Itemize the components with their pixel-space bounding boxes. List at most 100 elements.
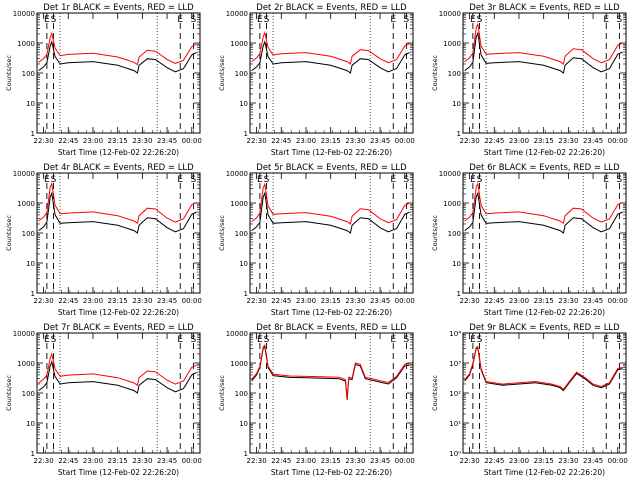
detector-panel: Det 2r BLACK = Events, RED = LLD Counts/s… [218, 3, 415, 157]
x-tick-label: 23:45 [157, 297, 177, 305]
x-tick-label: 00:00 [182, 137, 202, 145]
marker-label: S [264, 335, 270, 345]
panel-title: Det 3r BLACK = Events, RED = LLD [469, 3, 620, 13]
y-tick-label: 10000 [226, 170, 248, 178]
plot-frame [249, 12, 414, 134]
marker-label: S [477, 15, 483, 25]
x-tick-label: 23:30 [132, 457, 152, 465]
series-line [251, 191, 410, 234]
y-tick-label: 100 [448, 230, 461, 238]
x-tick-label: 22:30 [246, 137, 266, 145]
marker-label: E [44, 335, 50, 345]
marker-label: E [257, 335, 263, 345]
x-tick-label: 22:45 [484, 297, 504, 305]
y-tick-label: 10000 [226, 10, 248, 18]
series-line [38, 352, 197, 387]
marker-label: E [177, 335, 183, 345]
marker-label: S [191, 15, 197, 25]
plot-frame [249, 332, 414, 454]
marker-label: E [603, 175, 609, 185]
y-tick-label: 100 [22, 390, 35, 398]
marker-label: E [177, 175, 183, 185]
plot-frame [36, 12, 201, 134]
y-tick-label: 1 [244, 450, 248, 458]
x-axis-label: Start Time (12-Feb-02 22:26:20) [271, 308, 392, 317]
x-tick-label: 22:30 [246, 297, 266, 305]
marker-label: E [390, 175, 396, 185]
y-tick-label: 1000 [443, 40, 461, 48]
x-tick-label: 00:00 [395, 137, 415, 145]
x-tick-label: 22:30 [459, 457, 479, 465]
y-tick-label: 1000 [17, 360, 35, 368]
x-tick-label: 23:15 [321, 297, 341, 305]
y-axis-label: Counts/sec [218, 55, 226, 91]
marker-label: E [44, 15, 50, 25]
y-axis-label: Counts/sec [5, 55, 13, 91]
y-axis-label: Counts/sec [431, 375, 439, 411]
detector-panel: Det 8r BLACK = Events, RED = LLD Counts/s… [218, 323, 415, 477]
y-axis-label: Counts/sec [431, 55, 439, 91]
y-tick-label: 10 [452, 100, 461, 108]
x-tick-label: 23:15 [108, 457, 128, 465]
plot-frame [462, 332, 627, 454]
marker-label: E [44, 175, 50, 185]
plot-frame [36, 332, 201, 454]
plot-frame [36, 172, 201, 294]
y-axis-label: Counts/sec [5, 215, 13, 251]
y-tick-label: 1 [244, 130, 248, 138]
y-tick-label: 10000 [439, 10, 461, 18]
series-line [38, 40, 197, 74]
x-tick-label: 23:45 [370, 297, 390, 305]
x-tick-label: 23:00 [83, 137, 103, 145]
y-tick-label: 10 [26, 100, 35, 108]
x-tick-label: 00:00 [608, 457, 628, 465]
y-tick-label: 10 [239, 420, 248, 428]
x-tick-label: 23:30 [345, 137, 365, 145]
series-line [251, 30, 410, 65]
series-line [38, 191, 197, 234]
detector-panel: Det 7r BLACK = Events, RED = LLD Counts/s… [5, 323, 202, 477]
y-tick-label: 1000 [230, 200, 248, 208]
marker-label: E [470, 335, 476, 345]
x-tick-label: 23:45 [583, 137, 603, 145]
marker-label: E [257, 15, 263, 25]
y-tick-label: 10 [452, 260, 461, 268]
y-tick-label: 100 [235, 230, 248, 238]
y-tick-label: 10 [239, 100, 248, 108]
y-tick-label: 10 [26, 420, 35, 428]
series-line [38, 31, 197, 66]
x-tick-label: 22:30 [459, 297, 479, 305]
plot-frame [462, 172, 627, 294]
detector-panel: Det 6r BLACK = Events, RED = LLD Counts/s… [431, 163, 628, 317]
x-tick-label: 23:30 [558, 137, 578, 145]
y-tick-label: 100 [448, 70, 461, 78]
x-tick-label: 23:45 [370, 457, 390, 465]
panel-title: Det 5r BLACK = Events, RED = LLD [256, 163, 407, 173]
x-tick-label: 23:00 [83, 457, 103, 465]
y-tick-label: 10000 [13, 10, 35, 18]
y-tick-label: 10⁰ [449, 450, 461, 458]
y-tick-label: 1 [457, 130, 461, 138]
y-tick-label: 10¹ [449, 420, 461, 428]
marker-label: S [404, 335, 410, 345]
y-tick-label: 10000 [13, 170, 35, 178]
x-axis-label: Start Time (12-Feb-02 22:26:20) [58, 148, 179, 157]
x-tick-label: 22:45 [484, 457, 504, 465]
series-line [464, 191, 623, 234]
x-tick-label: 23:00 [509, 457, 529, 465]
series-line [464, 22, 623, 65]
x-tick-label: 23:45 [583, 297, 603, 305]
y-tick-label: 10² [449, 390, 461, 398]
x-tick-label: 00:00 [608, 137, 628, 145]
y-tick-label: 1 [244, 290, 248, 298]
detector-panel: Det 1r BLACK = Events, RED = LLD Counts/s… [5, 3, 202, 157]
x-tick-label: 22:45 [271, 457, 291, 465]
x-tick-label: 22:45 [58, 297, 78, 305]
x-axis-label: Start Time (12-Feb-02 22:26:20) [484, 308, 605, 317]
x-tick-label: 23:30 [558, 457, 578, 465]
x-tick-label: 00:00 [395, 457, 415, 465]
x-tick-label: 23:00 [83, 297, 103, 305]
y-tick-label: 1000 [230, 360, 248, 368]
x-tick-label: 22:30 [459, 137, 479, 145]
marker-label: S [264, 175, 270, 185]
